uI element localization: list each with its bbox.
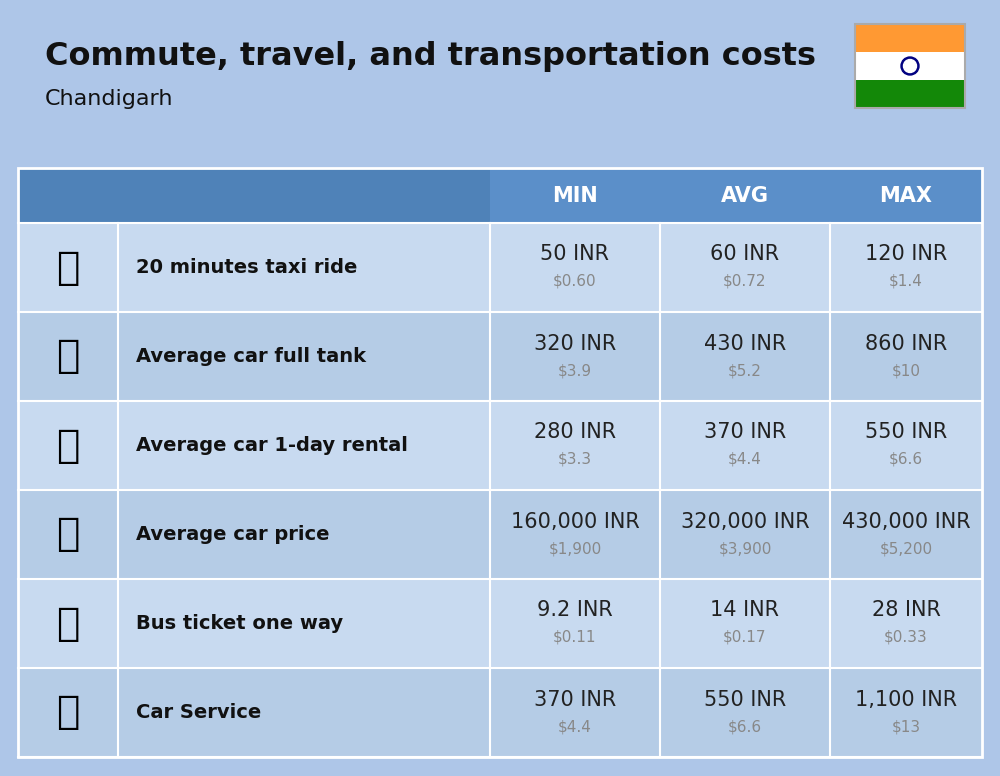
- Text: $5.2: $5.2: [728, 363, 762, 378]
- Text: 550 INR: 550 INR: [704, 690, 786, 709]
- Text: 20 minutes taxi ride: 20 minutes taxi ride: [136, 258, 357, 277]
- Text: 430,000 INR: 430,000 INR: [842, 511, 970, 532]
- Text: MIN: MIN: [552, 185, 598, 206]
- FancyBboxPatch shape: [18, 668, 982, 757]
- Text: MAX: MAX: [880, 185, 932, 206]
- Text: $3,900: $3,900: [718, 541, 772, 556]
- FancyBboxPatch shape: [855, 24, 965, 52]
- Text: 280 INR: 280 INR: [534, 422, 616, 442]
- Text: Commute, travel, and transportation costs: Commute, travel, and transportation cost…: [45, 41, 816, 72]
- Text: $1.4: $1.4: [889, 274, 923, 289]
- Text: 1,100 INR: 1,100 INR: [855, 690, 957, 709]
- Text: $4.4: $4.4: [558, 719, 592, 734]
- Text: $0.17: $0.17: [723, 630, 767, 645]
- Text: $0.72: $0.72: [723, 274, 767, 289]
- Text: 14 INR: 14 INR: [710, 601, 780, 621]
- Text: $6.6: $6.6: [728, 719, 762, 734]
- Text: $3.9: $3.9: [558, 363, 592, 378]
- Text: $3.3: $3.3: [558, 452, 592, 467]
- Text: 🚌: 🚌: [56, 605, 80, 643]
- Text: 28 INR: 28 INR: [872, 601, 940, 621]
- Text: 430 INR: 430 INR: [704, 334, 786, 354]
- Text: $0.11: $0.11: [553, 630, 597, 645]
- Text: 50 INR: 50 INR: [540, 244, 610, 265]
- FancyBboxPatch shape: [18, 312, 982, 401]
- Text: 550 INR: 550 INR: [865, 422, 947, 442]
- Text: AVG: AVG: [721, 185, 769, 206]
- FancyBboxPatch shape: [18, 223, 982, 312]
- Text: 320 INR: 320 INR: [534, 334, 616, 354]
- Text: 🔧: 🔧: [56, 694, 80, 732]
- Text: $0.60: $0.60: [553, 274, 597, 289]
- FancyBboxPatch shape: [855, 80, 965, 108]
- Text: 120 INR: 120 INR: [865, 244, 947, 265]
- FancyBboxPatch shape: [855, 52, 965, 80]
- FancyBboxPatch shape: [18, 579, 982, 668]
- Text: 🚕: 🚕: [56, 248, 80, 286]
- Text: 9.2 INR: 9.2 INR: [537, 601, 613, 621]
- FancyBboxPatch shape: [18, 168, 982, 223]
- FancyBboxPatch shape: [18, 401, 982, 490]
- Text: Car Service: Car Service: [136, 703, 261, 722]
- Text: $6.6: $6.6: [889, 452, 923, 467]
- FancyBboxPatch shape: [18, 168, 490, 223]
- Text: $0.33: $0.33: [884, 630, 928, 645]
- Text: Chandigarh: Chandigarh: [45, 89, 174, 109]
- Text: 320,000 INR: 320,000 INR: [681, 511, 809, 532]
- Circle shape: [904, 60, 916, 72]
- Text: 860 INR: 860 INR: [865, 334, 947, 354]
- Text: ⛽: ⛽: [56, 338, 80, 376]
- Text: 60 INR: 60 INR: [710, 244, 780, 265]
- Text: Bus ticket one way: Bus ticket one way: [136, 614, 343, 633]
- Text: $5,200: $5,200: [879, 541, 933, 556]
- Text: $1,900: $1,900: [548, 541, 602, 556]
- Text: $4.4: $4.4: [728, 452, 762, 467]
- FancyBboxPatch shape: [18, 490, 982, 579]
- Text: Average car price: Average car price: [136, 525, 330, 544]
- Text: 370 INR: 370 INR: [534, 690, 616, 709]
- Text: 160,000 INR: 160,000 INR: [511, 511, 639, 532]
- Circle shape: [901, 57, 919, 75]
- Text: 🚗: 🚗: [56, 515, 80, 553]
- Text: $10: $10: [892, 363, 920, 378]
- Text: Average car full tank: Average car full tank: [136, 347, 366, 366]
- Text: Average car 1-day rental: Average car 1-day rental: [136, 436, 408, 455]
- Text: 🚗: 🚗: [56, 427, 80, 465]
- Text: $13: $13: [891, 719, 921, 734]
- Text: 370 INR: 370 INR: [704, 422, 786, 442]
